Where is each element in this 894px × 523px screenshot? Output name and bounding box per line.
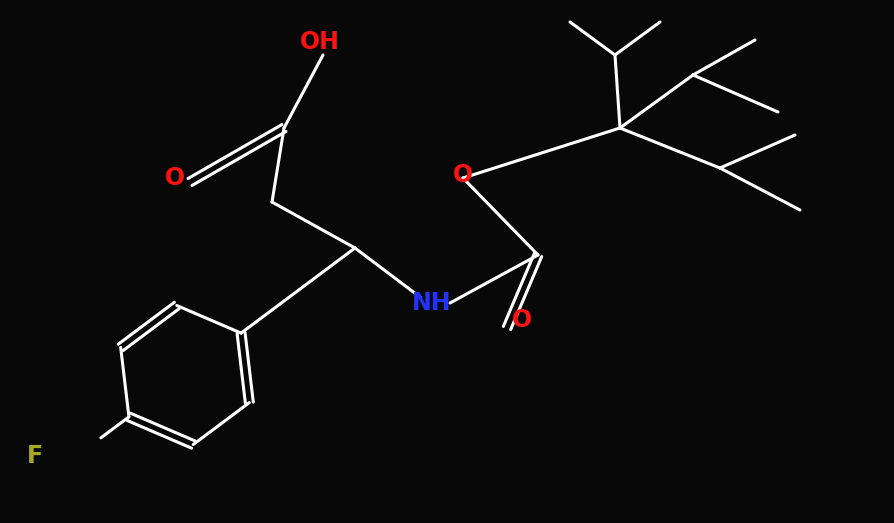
Text: O: O <box>511 308 531 332</box>
Text: NH: NH <box>412 291 451 315</box>
Text: F: F <box>27 444 43 468</box>
Text: O: O <box>164 166 185 190</box>
Text: OH: OH <box>299 30 340 54</box>
Text: O: O <box>452 163 473 187</box>
